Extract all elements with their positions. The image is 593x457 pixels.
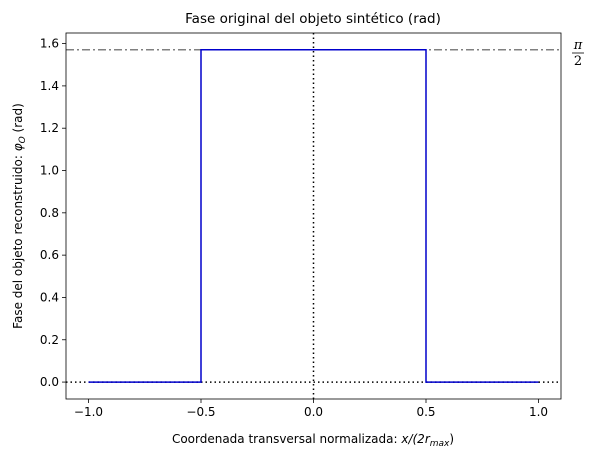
series-layer <box>88 49 539 383</box>
y-tick-label: 1.6 <box>40 37 59 51</box>
y-tick-label: 0.0 <box>40 375 59 389</box>
reference-lines <box>66 33 561 399</box>
y-tick-label: 0.2 <box>40 333 59 347</box>
y-axis-ticks: 0.0 0.2 0.4 0.6 0.8 1.0 1.2 1.4 1.6 <box>40 37 66 389</box>
x-tick-label: 1.0 <box>529 405 548 419</box>
y-axis-label: Fase del objeto reconstruido: φO (rad) <box>11 103 28 329</box>
y-tick-label: 0.4 <box>40 290 59 304</box>
x-tick-label: −1.0 <box>74 405 103 419</box>
y-tick-label: 1.2 <box>40 121 59 135</box>
x-axis-label: Coordenada transversal normalizada: x/(2… <box>172 432 454 449</box>
y-tick-label: 0.8 <box>40 206 59 220</box>
x-axis-ticks: −1.0 −0.5 0.0 0.5 1.0 <box>74 399 548 419</box>
y-tick-label: 0.6 <box>40 248 59 262</box>
chart-title: Fase original del objeto sintético (rad) <box>185 11 441 27</box>
plot-area <box>65 32 562 400</box>
pi-label-numerator: π <box>573 38 583 53</box>
x-tick-label: 0.5 <box>416 405 435 419</box>
y-tick-label: 1.4 <box>40 79 59 93</box>
x-tick-label: −0.5 <box>186 405 215 419</box>
x-tick-label: 0.0 <box>304 405 323 419</box>
pi-label-denominator: 2 <box>574 54 582 69</box>
y-tick-label: 1.0 <box>40 164 59 178</box>
series-line-0 <box>88 49 539 383</box>
